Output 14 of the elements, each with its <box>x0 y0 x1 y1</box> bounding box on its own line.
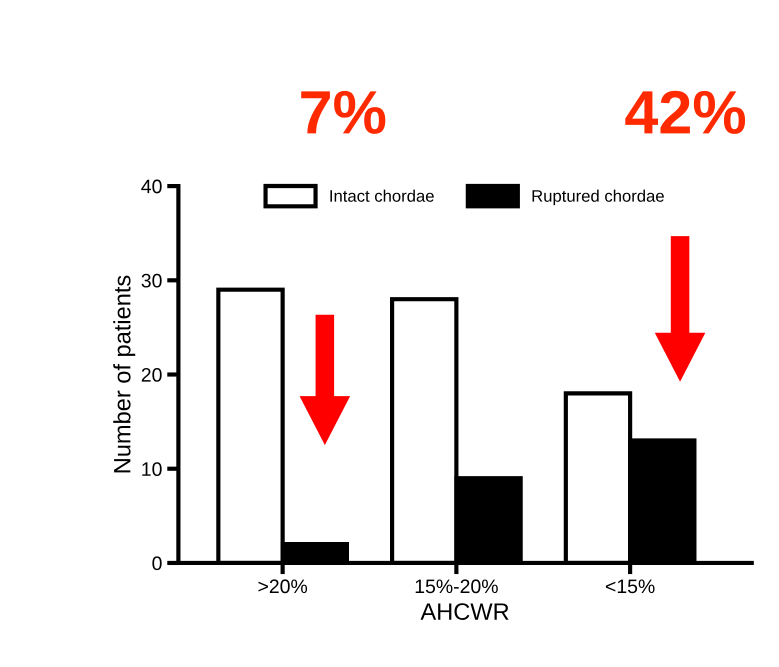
text: 7% <box>301 90 386 134</box>
y-tick-label: 10 <box>142 462 162 476</box>
x-tick-label: >20% <box>258 579 308 594</box>
x-axis-title: AHCWR <box>420 603 509 620</box>
x-tick-label: 15%-20% <box>416 579 498 594</box>
legend-label: Intact chordae <box>330 190 434 202</box>
text: 42% <box>625 90 746 134</box>
y-axis-title: Number of patients <box>113 276 136 472</box>
y-tick-label: 0 <box>152 556 162 570</box>
y-tick-label: 30 <box>142 274 162 288</box>
y-tick-label: 40 <box>141 180 162 194</box>
legend-label: Ruptured chordae <box>532 190 664 206</box>
y-tick-label: 20 <box>142 368 162 382</box>
x-tick-label: <15% <box>606 580 655 594</box>
